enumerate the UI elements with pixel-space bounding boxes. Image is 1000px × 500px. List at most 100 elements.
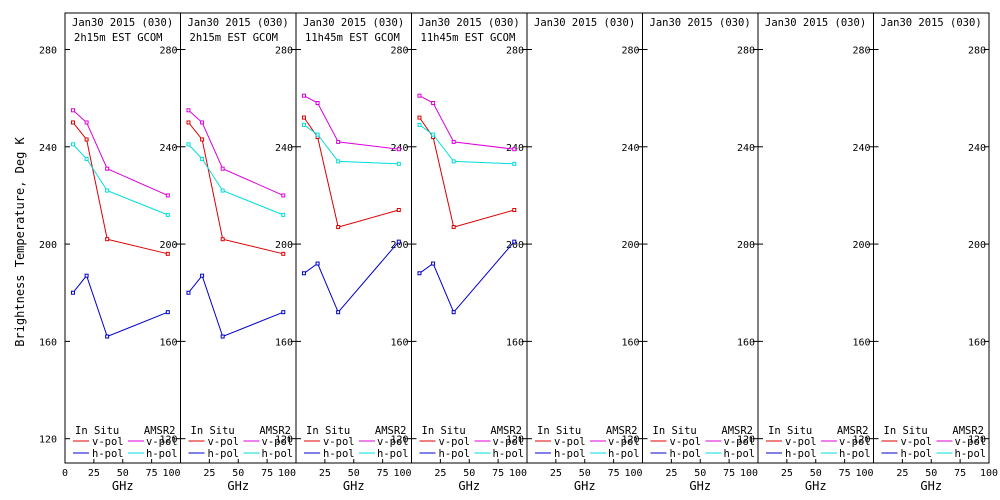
series-point [336,139,341,144]
series-point [301,122,306,127]
series-point [417,271,422,276]
y-tick-label: 240 [621,143,639,154]
y-tick-label: 280 [275,45,293,56]
series-point [281,193,286,198]
series-line [72,274,168,338]
panel-title: Jan30 2015 (030) [881,17,982,29]
series-point [396,239,401,244]
series-point [512,161,517,166]
x-tick-label: 100 [393,468,411,479]
panel-title: Jan30 2015 (030) [188,17,289,29]
x-tick-label: 25 [550,468,562,479]
series-point [70,120,75,125]
legend-in-situ-label: In Situ [768,425,812,437]
panel-5: 120 160 200 240 280 25 50 75 100 GHz Jan30 2015 (0… [526,12,643,493]
series-point [84,120,89,125]
legend-amsr2-label: AMSR2 [490,425,522,437]
series-point [281,251,286,256]
series-line [303,95,399,150]
y-tick-label: 160 [506,337,524,348]
series-line [419,241,515,314]
series-point [301,93,306,98]
series-point [396,147,401,152]
legend-amsr2-v-label: v-pol [493,436,525,448]
legend-amsr2-label: AMSR2 [952,425,984,437]
panel-7: 120 160 200 240 280 25 50 75 100 GHz Jan30 2015 (0… [757,12,874,493]
series-point [220,188,225,193]
x-tick-label: 25 [665,468,677,479]
y-tick-label: 160 [621,337,639,348]
x-tick-label: 75 [608,468,620,479]
x-tick-label: 25 [434,468,446,479]
panel-frame [873,12,990,464]
y-tick-label: 120 [852,435,870,446]
x-tick-label: 25 [203,468,215,479]
x-tick-label: 50 [117,468,129,479]
legend-in-situ-v-label: v-pol [439,436,471,448]
chart-panels: 120 120 160 160 200 200 240 240 280 280 0 25 50 75 100… [39,12,998,493]
series-line [419,124,515,165]
panel-title: Jan30 2015 (030) [303,17,404,29]
series-point [186,290,191,295]
panel-title: Jan30 2015 (030) [650,17,751,29]
series-point [512,239,517,244]
series-line [419,95,515,150]
y-tick-label-outer: 160 [39,337,57,348]
y-tick-label: 120 [621,435,639,446]
y-tick-label: 160 [737,337,755,348]
panel-frame [642,12,759,464]
panel-frame [526,12,643,464]
legend-in-situ-h-label: h-pol [323,448,355,460]
series-point [396,161,401,166]
x-tick-label: 75 [839,468,851,479]
series-point [105,237,110,242]
legend-in-situ-h-label: h-pol [554,448,586,460]
series-point [200,120,205,125]
series-point [165,310,170,315]
y-tick-label: 200 [506,240,524,251]
x-tick-label: 50 [232,468,244,479]
y-tick-label-outer: 280 [39,45,57,56]
series-line [303,117,399,228]
series-point [84,156,89,161]
series-point [315,101,320,105]
legend-in-situ-v-label: v-pol [92,436,124,448]
series-point [431,132,436,137]
x-tick-label: 75 [261,468,273,479]
legend-in-situ-v-label: v-pol [670,436,702,448]
y-tick-label: 120 [390,435,408,446]
legend-amsr2-v-label: v-pol [262,436,294,448]
x-tick-label: 50 [348,468,360,479]
y-tick-label-outer: 200 [39,240,57,251]
x-axis-label: GHz [343,479,365,493]
legend-in-situ-v-label: v-pol [323,436,355,448]
legend-amsr2-label: AMSR2 [721,425,753,437]
x-tick-label: 25 [319,468,331,479]
legend-in-situ-v-label: v-pol [901,436,933,448]
panel-frame [64,12,181,464]
y-tick-label: 200 [159,240,177,251]
y-tick-label: 280 [621,45,639,56]
y-tick-label: 280 [852,45,870,56]
panel-title: Jan30 2015 (030) [765,17,866,29]
legend-amsr2-h-label: h-pol [146,448,178,460]
series-point [186,108,191,113]
series-point [336,225,341,230]
x-axis-label: GHz [574,479,596,493]
series-line [188,109,284,196]
series-point [70,142,75,147]
series-point [84,273,89,278]
series-point [70,290,75,295]
series-line [72,122,168,255]
legend-in-situ-label: In Situ [75,425,119,437]
legend-in-situ-label: In Situ [306,425,350,437]
legend-amsr2-v-label: v-pol [724,436,756,448]
legend-amsr2-h-label: h-pol [493,448,525,460]
legend-in-situ-label: In Situ [884,425,928,437]
panel-subtitle: 2h15m EST GCOM [190,32,279,44]
x-tick-label: 25 [896,468,908,479]
y-tick-label: 280 [506,45,524,56]
legend-amsr2-label: AMSR2 [259,425,291,437]
x-tick-label: 25 [781,468,793,479]
